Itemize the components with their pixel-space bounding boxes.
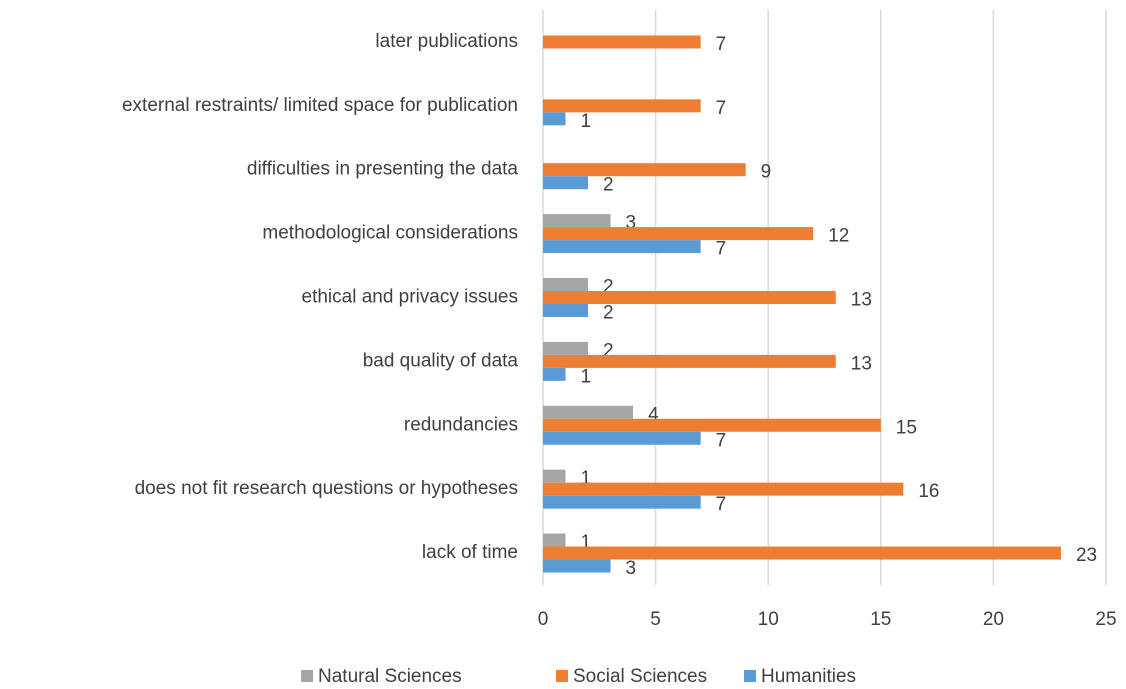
data-label: 7 [716,494,727,515]
x-tick-label: 0 [538,609,549,630]
bar [543,367,566,381]
bar [543,559,611,573]
bar [543,227,814,241]
legend-label: Humanities [761,666,856,687]
data-label: 2 [603,303,614,324]
data-label: 1 [581,366,592,387]
x-tick-label: 10 [758,609,779,630]
bar [543,546,1061,560]
data-label: 3 [626,213,637,234]
x-tick-label: 5 [650,609,661,630]
data-label: 23 [1076,545,1097,566]
bar [543,341,589,355]
data-label: 1 [581,468,592,489]
bar [543,304,589,317]
y-tick-label: methodological considerations [262,223,518,244]
x-tick-label: 25 [1095,609,1116,630]
data-label: 9 [761,162,772,183]
legend-label: Social Sciences [573,666,707,687]
y-tick-label: difficulties in presenting the data [247,159,519,180]
data-label: 3 [626,558,637,579]
legend-swatch [301,670,313,682]
data-label: 4 [648,404,659,425]
data-label: 7 [716,98,727,119]
data-label: 12 [828,226,849,247]
bar [543,214,611,228]
bar [543,99,701,113]
legend-swatch [744,670,756,682]
data-label: 7 [716,239,727,260]
bar [543,278,589,291]
data-label: 13 [851,353,872,374]
data-label: 2 [603,175,614,196]
bar [543,163,746,177]
data-label: 16 [918,481,939,502]
y-tick-label: does not fit research questions or hypot… [135,478,518,499]
bar [543,291,836,304]
bar [543,418,881,432]
x-tick-label: 15 [870,609,891,630]
data-label: 7 [716,430,727,451]
bar [543,112,566,126]
bar [543,469,566,483]
y-tick-label: lack of time [422,542,518,563]
x-tick-label: 20 [983,609,1004,630]
legend-label: Natural Sciences [318,666,462,687]
y-tick-label: redundancies [404,414,518,435]
data-label: 2 [603,277,614,298]
bar [543,405,634,419]
y-tick-label: external restraints/ limited space for p… [122,95,518,116]
data-label: 2 [603,340,614,361]
data-label: 15 [896,417,917,438]
y-tick-label: bad quality of data [363,350,519,371]
data-label: 7 [716,34,727,55]
y-tick-label: later publications [375,31,518,52]
bar [543,482,904,496]
data-label: 1 [581,111,592,132]
bar [543,240,701,254]
bar [543,176,589,190]
legend-swatch [556,670,568,682]
data-label: 13 [851,290,872,311]
bar [543,495,701,509]
bar [543,431,701,445]
bar [543,533,566,547]
bar [543,35,701,49]
data-label: 1 [581,532,592,553]
bar [543,354,836,368]
y-tick-label: ethical and privacy issues [302,287,519,308]
